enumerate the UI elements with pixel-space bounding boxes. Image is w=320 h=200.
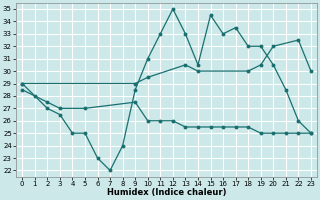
X-axis label: Humidex (Indice chaleur): Humidex (Indice chaleur): [107, 188, 226, 197]
